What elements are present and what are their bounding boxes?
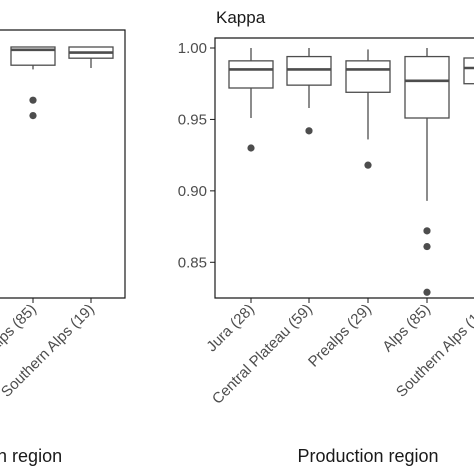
y-tick-label-1: 0.85 [178,254,207,271]
right-panel-x-axis-title: Production region [297,446,438,466]
left-alps-85-iqr-box [10,46,56,66]
right-central-plateau-59-outlier-1 [305,127,313,135]
right-panel-y-axis: 0.85 0.90 0.95 1.00 [178,40,215,271]
left-panel-x-axis-title: Production region [0,446,62,466]
right-alps-85-outlier-3 [423,288,431,296]
right-x-tick-label-3: Prealps (29) [305,301,375,371]
y-tick-label-2: 0.90 [178,183,207,200]
y-tick-label-4: 1.00 [178,40,207,57]
left-alps-85-outlier-2 [29,112,37,120]
right-panel: Kappa 0.85 0.90 0.95 1.00 Jura (28)Central … [178,8,474,466]
right-x-tick-label-5: Southern Alps (19) [393,301,474,401]
left-panel-x-tick-labels: Alps (85)Southern Alps (19) [0,298,98,401]
right-southern-alps-19-iqr-box [463,57,474,85]
y-tick-label-3: 0.95 [178,111,207,128]
left-panel: Alps (85)Southern Alps (19) Production r… [0,29,126,466]
right-prealps-29-iqr-box [345,60,391,93]
left-x-tick-label-1: Alps (85) [0,301,40,355]
right-x-tick-label-2: Central Plateau (59) [209,301,316,408]
left-alps-85-box [10,46,56,120]
right-alps-85-outlier-1 [423,227,431,235]
right-panel-border [214,37,474,299]
right-alps-85-box [404,48,450,296]
right-panel-x-tick-labels: Jura (28)Central Plateau (59)Prealps (29… [203,298,474,408]
right-panel-boxes [228,48,474,296]
right-jura-28-outlier-1 [247,144,255,152]
left-southern-alps-19-box [68,46,114,68]
right-central-plateau-59-iqr-box [286,55,332,86]
left-panel-boxes [10,46,114,120]
left-alps-85-outlier-1 [29,96,37,104]
right-prealps-29-box [345,49,391,169]
right-central-plateau-59-box [286,48,332,135]
right-jura-28-box [228,48,274,152]
right-southern-alps-19-box [463,57,474,85]
right-x-tick-label-1: Jura (28) [203,301,257,355]
right-alps-85-iqr-box [404,55,450,119]
left-panel-border [0,29,126,299]
right-panel-title: Kappa [216,8,266,27]
right-prealps-29-outlier-1 [364,161,372,169]
right-x-tick-label-4: Alps (85) [379,301,433,355]
right-alps-85-outlier-2 [423,242,431,251]
right-jura-28-iqr-box [228,60,274,89]
